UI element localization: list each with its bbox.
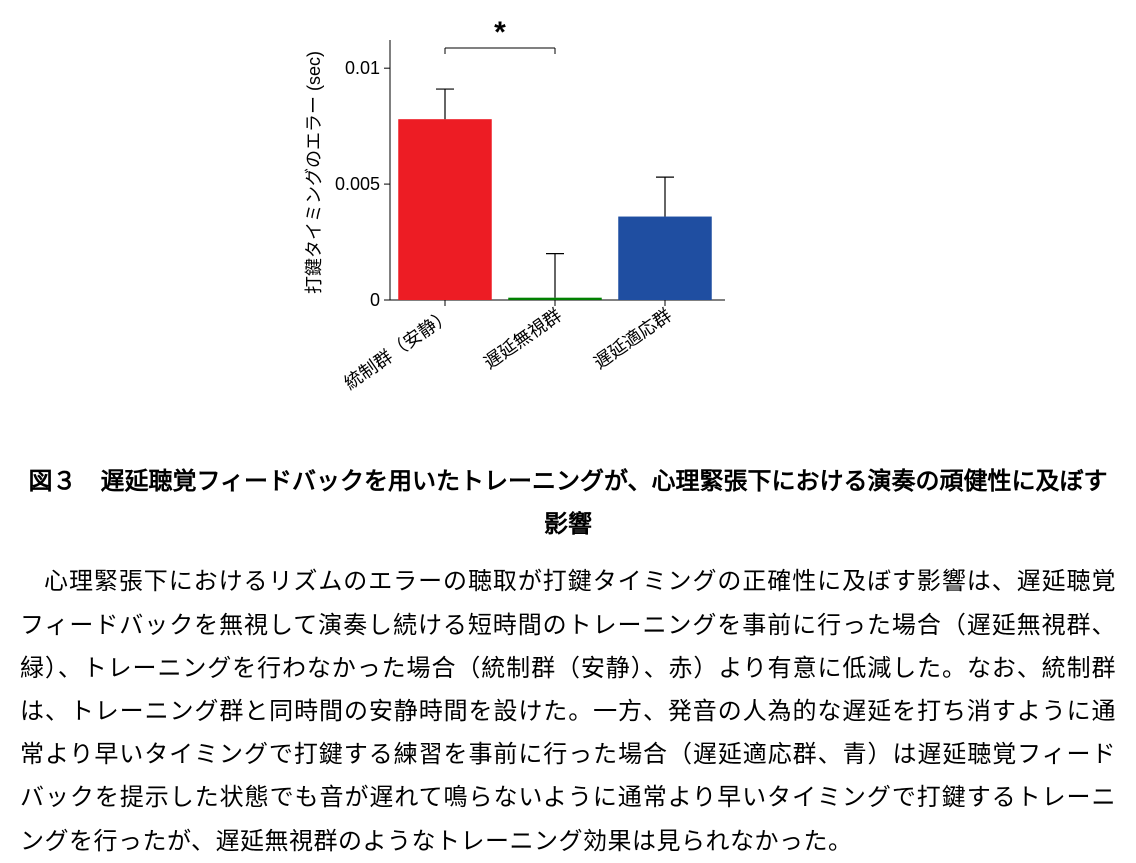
svg-text:0.005: 0.005 [335,174,380,194]
svg-text:遅延適応群: 遅延適応群 [590,305,675,373]
caption-block: 図３ 遅延聴覚フィードバックを用いたトレーニングが、心理緊張下における演奏の頑健… [20,460,1116,863]
caption-body: 心理緊張下におけるリズムのエラーの聴取が打鍵タイミングの正確性に及ぼす影響は、遅… [20,560,1116,862]
figure-region: 0 0.005 0.01 打鍵タイミングのエラー (sec) 統制群（安静） 遅延無視群遅… [300,10,800,410]
bar-chart: 0 0.005 0.01 打鍵タイミングのエラー (sec) 統制群（安静） 遅延無視群遅… [300,10,800,410]
svg-text:*: * [494,16,506,49]
svg-text:0.01: 0.01 [345,58,380,78]
svg-text:0: 0 [370,290,380,310]
svg-text:遅延無視群: 遅延無視群 [480,305,565,373]
caption-title: 図３ 遅延聴覚フィードバックを用いたトレーニングが、心理緊張下における演奏の頑健… [20,460,1116,546]
svg-text:統制群（安静）: 統制群（安静） [341,305,456,394]
svg-text:打鍵タイミングのエラー (sec): 打鍵タイミングのエラー (sec) [304,51,324,294]
